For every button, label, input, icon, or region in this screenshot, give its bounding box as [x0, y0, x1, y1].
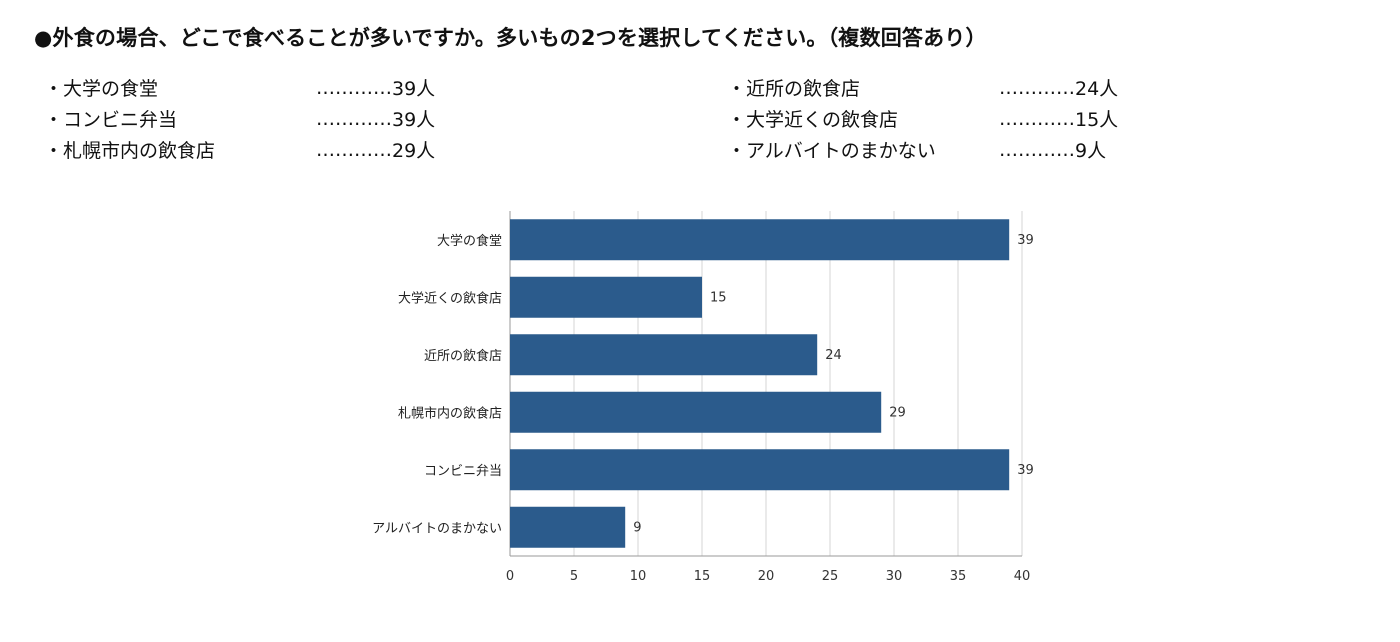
- category-label: 大学近くの飲食店: [398, 290, 502, 306]
- summary-item-label: ・札幌市内の飲食店: [44, 140, 216, 162]
- bar: [510, 506, 626, 548]
- summary-item-leader: …………: [999, 138, 1075, 161]
- summary-item: ・近所の飲食店 ………… 24人: [727, 72, 1118, 103]
- x-tick-label: 30: [886, 569, 903, 584]
- summary-item: ・コンビニ弁当 ………… 39人: [44, 103, 435, 134]
- bar: [510, 276, 702, 318]
- summary-item-value: 39人: [392, 109, 436, 131]
- x-tick-label: 25: [822, 569, 839, 584]
- summary-item-value: 15人: [1075, 109, 1119, 131]
- bar: [510, 391, 882, 433]
- x-tick-label: 0: [506, 569, 514, 584]
- data-label: 39: [1017, 463, 1034, 478]
- summary-item-leader: …………: [316, 138, 392, 161]
- bar: [510, 449, 1010, 491]
- data-label: 39: [1017, 233, 1034, 248]
- summary-item-label: ・大学近くの飲食店: [727, 109, 899, 131]
- x-tick-label: 40: [1014, 569, 1031, 584]
- data-label: 29: [889, 405, 906, 420]
- summary-item-value: 39人: [392, 78, 436, 100]
- summary-item-leader: …………: [999, 76, 1075, 99]
- summary-item-label: ・近所の飲食店: [727, 78, 861, 100]
- summary-item: ・札幌市内の飲食店 ………… 29人: [44, 134, 435, 165]
- x-tick-label: 10: [630, 569, 647, 584]
- summary-item: ・大学の食堂 ………… 39人: [44, 72, 435, 103]
- summary-item-label: ・アルバイトのまかない: [727, 140, 936, 162]
- summary-item: ・大学近くの飲食店 ………… 15人: [727, 103, 1118, 134]
- category-label: 札幌市内の飲食店: [398, 405, 502, 421]
- summary-item-value: 29人: [392, 140, 436, 162]
- category-label: コンビニ弁当: [424, 464, 502, 479]
- category-label: 大学の食堂: [437, 233, 502, 249]
- summary-item: ・アルバイトのまかない ………… 9人: [727, 134, 1118, 165]
- summary-item-leader: …………: [316, 107, 392, 130]
- category-label: 近所の飲食店: [424, 348, 502, 364]
- summary-item-label: ・大学の食堂: [44, 78, 159, 100]
- summary-item-leader: …………: [316, 76, 392, 99]
- summary-list-right: ・近所の飲食店 ………… 24人 ・大学近くの飲食店 ………… 15人 ・アルバ…: [727, 72, 1118, 165]
- summary-list-left: ・大学の食堂 ………… 39人 ・コンビニ弁当 ………… 39人 ・札幌市内の飲…: [44, 72, 435, 165]
- summary-item-value: 9人: [1075, 140, 1107, 162]
- summary-item-leader: …………: [999, 107, 1075, 130]
- x-tick-label: 20: [758, 569, 775, 584]
- data-label: 9: [633, 520, 641, 535]
- bar: [510, 219, 1010, 261]
- data-label: 15: [710, 290, 727, 305]
- data-label: 24: [825, 348, 842, 363]
- x-tick-label: 15: [694, 569, 711, 584]
- bar: [510, 334, 818, 376]
- question-title: ●外食の場合、どこで食べることが多いですか。多いもの2つを選択してください。（複…: [34, 26, 987, 50]
- summary-item-value: 24人: [1075, 78, 1119, 100]
- category-label: アルバイトのまかない: [372, 521, 502, 536]
- x-tick-label: 5: [570, 569, 578, 584]
- x-tick-label: 35: [950, 569, 967, 584]
- summary-item-label: ・コンビニ弁当: [44, 109, 178, 131]
